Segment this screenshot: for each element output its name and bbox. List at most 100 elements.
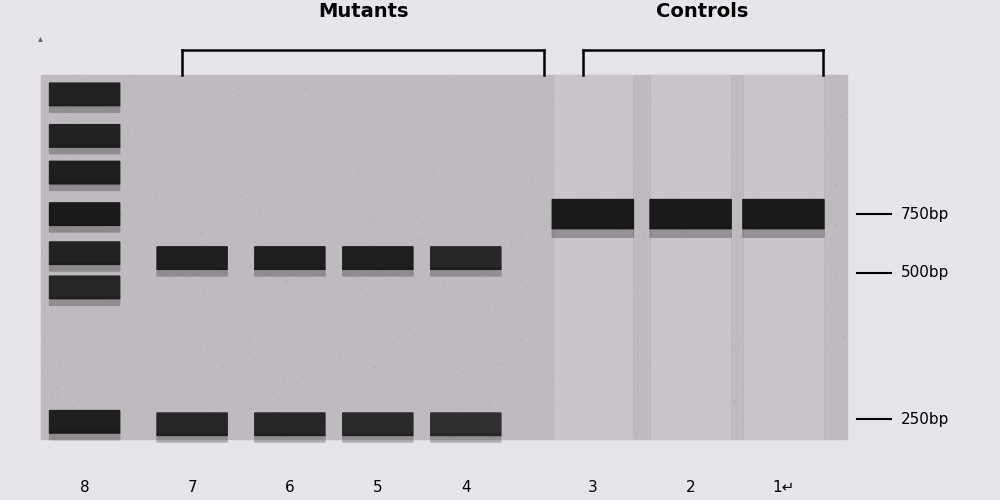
Point: [420, 162, 436, 170]
Point: [757, 332, 773, 340]
Point: [781, 98, 797, 106]
Point: [138, 126, 154, 134]
Point: [82, 158, 98, 166]
Point: [717, 140, 733, 147]
Point: [467, 138, 483, 146]
Point: [177, 280, 193, 288]
Point: [781, 261, 797, 269]
Point: [244, 250, 260, 258]
Point: [744, 154, 760, 162]
Point: [337, 420, 353, 428]
Point: [617, 284, 633, 292]
Point: [544, 114, 560, 122]
Point: [564, 250, 580, 258]
Point: [684, 412, 700, 420]
Point: [111, 356, 127, 364]
Point: [692, 224, 708, 232]
Point: [505, 196, 521, 203]
Point: [440, 380, 456, 388]
Point: [358, 106, 374, 114]
Point: [205, 262, 221, 270]
Point: [394, 264, 410, 272]
Point: [659, 158, 675, 166]
Point: [544, 299, 560, 307]
Point: [829, 100, 845, 108]
Point: [76, 303, 92, 311]
Point: [815, 72, 831, 80]
Point: [170, 311, 186, 319]
Point: [398, 258, 414, 266]
Point: [679, 184, 695, 192]
Point: [77, 75, 93, 83]
Point: [611, 235, 627, 243]
Point: [579, 412, 595, 420]
Point: [557, 116, 573, 124]
Point: [113, 209, 129, 217]
Point: [511, 426, 527, 434]
Point: [143, 368, 159, 376]
Point: [223, 422, 239, 430]
Point: [681, 287, 697, 295]
Point: [147, 198, 163, 206]
Point: [129, 388, 145, 396]
Point: [787, 246, 803, 254]
Point: [576, 124, 592, 132]
Point: [373, 268, 389, 276]
Point: [113, 372, 129, 380]
Point: [113, 134, 129, 141]
Point: [324, 220, 340, 228]
Point: [299, 238, 315, 246]
Point: [684, 366, 700, 374]
FancyBboxPatch shape: [430, 433, 502, 443]
Point: [208, 314, 224, 322]
Point: [313, 123, 329, 131]
Point: [464, 370, 480, 378]
Point: [577, 210, 593, 218]
Point: [179, 310, 195, 318]
Point: [481, 224, 497, 232]
Point: [454, 192, 470, 200]
Point: [136, 358, 152, 366]
Point: [318, 292, 334, 300]
Point: [594, 102, 610, 110]
Point: [699, 305, 715, 313]
Point: [292, 348, 308, 356]
Point: [652, 280, 668, 287]
Point: [677, 308, 693, 316]
Point: [505, 161, 521, 169]
Point: [419, 232, 435, 240]
Point: [154, 186, 170, 194]
Point: [782, 290, 798, 298]
Point: [515, 114, 531, 122]
Point: [556, 80, 572, 88]
Point: [748, 104, 764, 112]
Point: [570, 278, 586, 286]
Point: [275, 335, 291, 343]
Point: [810, 123, 826, 131]
Point: [675, 201, 691, 209]
Point: [184, 334, 200, 342]
Point: [521, 393, 537, 401]
Text: 4: 4: [461, 480, 471, 496]
Point: [699, 121, 715, 129]
Point: [133, 184, 149, 192]
Point: [131, 127, 147, 135]
Point: [244, 382, 260, 390]
Point: [146, 275, 162, 283]
Point: [528, 211, 544, 219]
Point: [184, 198, 200, 205]
Point: [759, 96, 775, 104]
Point: [466, 242, 482, 250]
Point: [602, 324, 618, 332]
Point: [418, 187, 434, 195]
Point: [565, 162, 581, 170]
Point: [589, 258, 605, 266]
Point: [183, 268, 199, 276]
FancyBboxPatch shape: [49, 276, 120, 299]
Point: [251, 422, 267, 430]
Point: [87, 274, 103, 281]
Point: [629, 430, 645, 438]
Point: [121, 412, 137, 420]
Point: [117, 168, 133, 175]
Point: [158, 226, 174, 234]
